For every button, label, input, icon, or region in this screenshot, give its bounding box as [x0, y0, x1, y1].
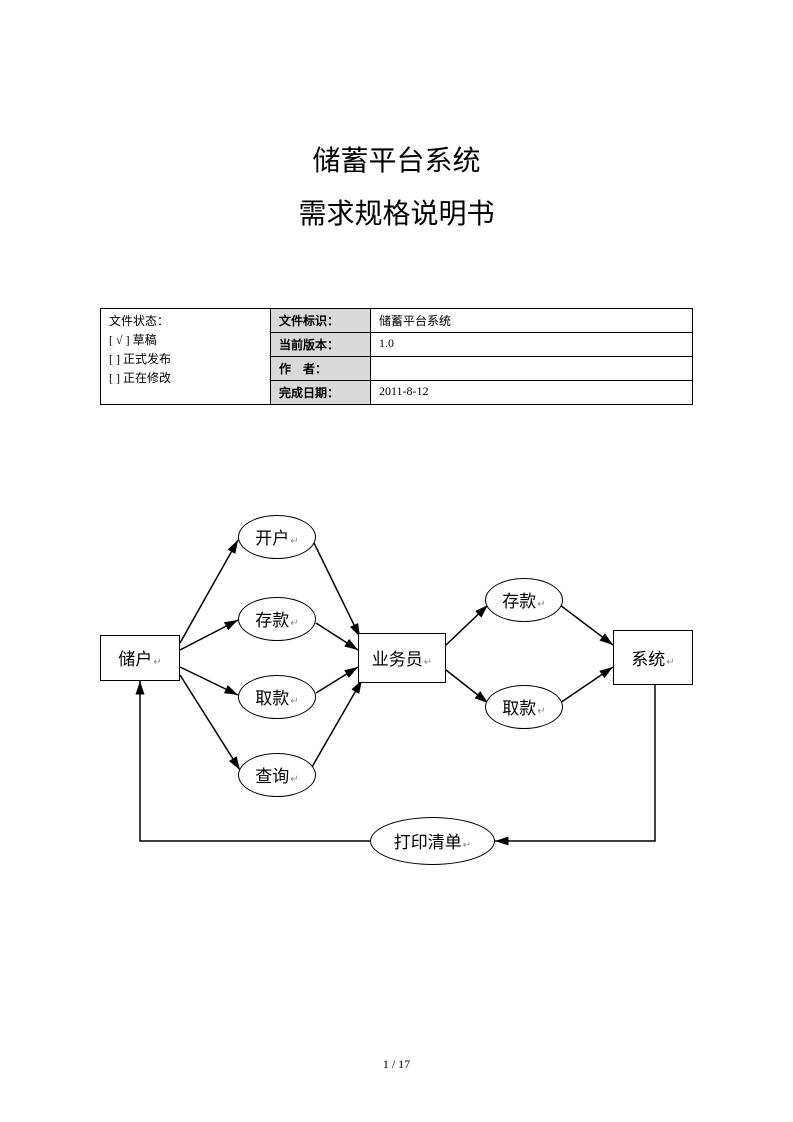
title-line-2: 需求规格说明书 [100, 193, 693, 238]
node-label-deposit1: 存款 [255, 606, 298, 631]
info-value-version: 1.0 [371, 332, 693, 356]
node-query: 查询 [238, 753, 316, 797]
document-title: 储蓄平台系统 需求规格说明书 [100, 140, 693, 238]
edge-5 [316, 623, 358, 650]
status-cell: 文件状态： [ √ ] 草稿 [ ] 正式发布 [ ] 正在修改 [101, 308, 271, 404]
node-customer: 储户 [100, 635, 180, 681]
node-clerk: 业务员 [358, 633, 446, 683]
info-label-author: 作 者： [271, 356, 371, 380]
edge-4 [314, 543, 360, 637]
edge-3 [180, 675, 240, 770]
node-deposit1: 存款 [238, 597, 316, 641]
node-print: 打印清单 [370, 817, 495, 865]
status-option-revising: [ ] 正在修改 [109, 369, 262, 388]
edge-2 [180, 667, 238, 695]
info-label-version: 当前版本： [271, 332, 371, 356]
edge-11 [560, 667, 613, 703]
node-withdraw2: 取款 [485, 685, 563, 729]
node-open: 开户 [238, 515, 316, 559]
info-value-author [371, 356, 693, 380]
page-number: 1 / 17 [0, 1057, 793, 1072]
edge-9 [446, 670, 488, 703]
info-label-date: 完成日期： [271, 380, 371, 404]
node-label-clerk: 业务员 [372, 645, 432, 670]
edge-7 [312, 680, 362, 767]
info-value-id: 储蓄平台系统 [371, 308, 693, 332]
node-label-deposit2: 存款 [502, 587, 545, 612]
node-label-withdraw2: 取款 [502, 694, 545, 719]
node-deposit2: 存款 [485, 578, 563, 622]
flowchart-diagram: 储户 业务员 系统 开户存款取款查询 存款取款打印清单 [100, 495, 693, 895]
info-value-date: 2011-8-12 [371, 380, 693, 404]
edge-6 [316, 667, 358, 693]
edge-10 [560, 605, 613, 645]
edge-8 [446, 605, 488, 645]
node-label-withdraw1: 取款 [255, 684, 298, 709]
info-label-id: 文件标识： [271, 308, 371, 332]
info-table: 文件状态： [ √ ] 草稿 [ ] 正式发布 [ ] 正在修改 文件标识： 储… [100, 308, 693, 405]
status-option-release: [ ] 正式发布 [109, 350, 262, 369]
node-withdraw1: 取款 [238, 675, 316, 719]
status-option-draft: [ √ ] 草稿 [109, 331, 262, 350]
node-label-print: 打印清单 [394, 828, 471, 853]
title-line-1: 储蓄平台系统 [100, 140, 693, 185]
node-system: 系统 [613, 630, 693, 685]
node-label-customer: 储户 [118, 645, 161, 670]
node-label-query: 查询 [255, 762, 298, 787]
node-label-system: 系统 [631, 645, 674, 670]
status-header: 文件状态： [109, 312, 262, 331]
node-label-open: 开户 [255, 524, 298, 549]
edge-0 [180, 540, 238, 643]
edge-1 [180, 620, 238, 650]
